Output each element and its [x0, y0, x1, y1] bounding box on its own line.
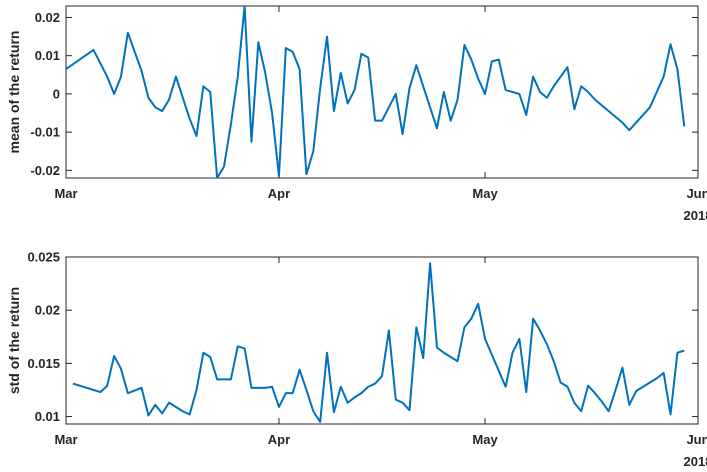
- year-label: 2018: [684, 208, 707, 223]
- series-line-1: [66, 6, 686, 178]
- y-tick-label: -0.02: [30, 163, 60, 178]
- x-tick-label: Apr: [268, 186, 290, 201]
- y-tick-label: 0.02: [35, 10, 60, 25]
- x-tick-label: May: [472, 432, 498, 447]
- y-tick-label: 0.01: [35, 409, 60, 424]
- x-tick-label: Jun: [686, 186, 707, 201]
- axes-frame: [65, 5, 699, 179]
- x-tick-label: May: [472, 186, 498, 201]
- subplot-2: 0.025 0.02 0.015 0.01 Mar Apr May Jun 2018 std of…: [6, 250, 707, 470]
- x-tick-label: Apr: [268, 432, 290, 447]
- y-axis-label: std of the return: [6, 287, 22, 394]
- x-tick-label: Jun: [686, 432, 707, 447]
- series-line-1: [72, 262, 685, 423]
- year-label: 2018: [684, 454, 707, 469]
- x-tick-label: Mar: [54, 432, 77, 447]
- x-tick-label: Mar: [54, 186, 77, 201]
- y-tick-label: 0.02: [35, 303, 60, 318]
- y-tick-label: 0.025: [27, 250, 60, 265]
- subplot-1: 0.02 0.01 0 -0.01 -0.02 Mar Apr May Jun 2018 mean …: [6, 5, 707, 223]
- axes-frame: [65, 256, 699, 425]
- y-tick-label: 0.015: [27, 356, 60, 371]
- y-axis-label: mean of the return: [6, 31, 22, 154]
- y-tick-label: 0: [53, 86, 60, 101]
- y-tick-label: 0.01: [35, 48, 60, 63]
- y-tick-label: -0.01: [30, 125, 60, 140]
